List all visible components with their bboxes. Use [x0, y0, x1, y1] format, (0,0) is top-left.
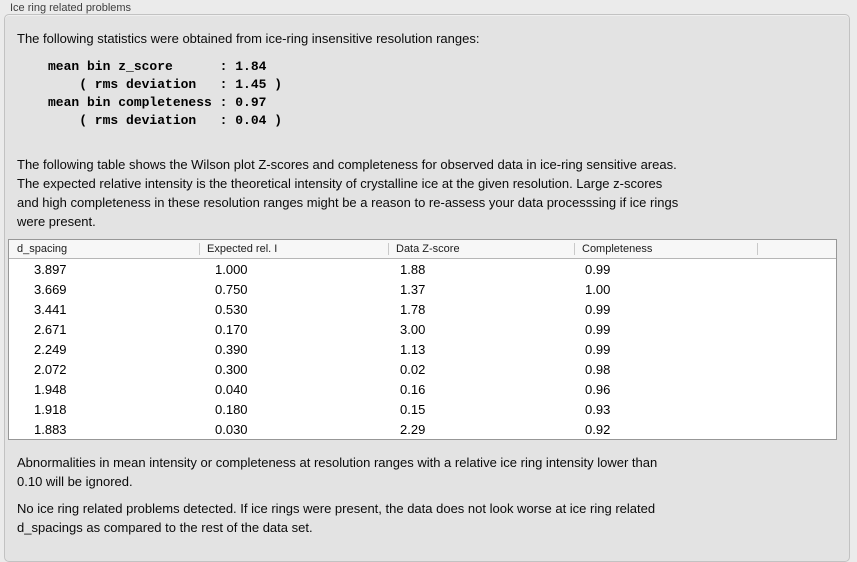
table-cell: 1.948: [34, 381, 67, 397]
table-cell: 0.92: [585, 421, 611, 437]
table-cell: 0.99: [585, 321, 611, 337]
table-cell: 1.00: [585, 281, 611, 297]
group-box-label: Ice ring related problems: [10, 2, 132, 14]
table-cell: 0.15: [400, 401, 426, 417]
intro-text: The following statistics were obtained f…: [17, 31, 480, 46]
table-cell: 1.37: [400, 281, 426, 297]
table-cell: 0.030: [215, 421, 248, 437]
table-cell: 3.669: [34, 281, 67, 297]
table-row[interactable]: 3.669 0.750 1.37 1.00: [9, 279, 836, 299]
table-cell: 0.99: [585, 261, 611, 277]
table-row[interactable]: 1.948 0.040 0.16 0.96: [9, 379, 836, 399]
table-cell: 0.180: [215, 401, 248, 417]
table-cell: 0.390: [215, 341, 248, 357]
table-cell: 0.530: [215, 301, 248, 317]
table-cell: 3.897: [34, 261, 67, 277]
table-cell: 2.072: [34, 361, 67, 377]
column-header-expected-rel-i[interactable]: Expected rel. I: [199, 240, 388, 258]
table-cell: 0.170: [215, 321, 248, 337]
table-cell: 3.00: [400, 321, 426, 337]
table-row[interactable]: 2.671 0.170 3.00 0.99: [9, 319, 836, 339]
table-row[interactable]: 1.918 0.180 0.15 0.93: [9, 399, 836, 419]
table-cell: 0.16: [400, 381, 426, 397]
table-cell: 0.98: [585, 361, 611, 377]
column-header-completeness[interactable]: Completeness: [574, 240, 757, 258]
table-cell: 2.249: [34, 341, 67, 357]
ice-ring-table: d_spacing Expected rel. I Data Z-score C…: [8, 239, 837, 440]
table-row[interactable]: 3.441 0.530 1.78 0.99: [9, 299, 836, 319]
table-cell: 1.000: [215, 261, 248, 277]
table-cell: 1.88: [400, 261, 426, 277]
table-cell: 2.671: [34, 321, 67, 337]
ice-ring-panel: The following statistics were obtained f…: [4, 14, 850, 562]
table-cell: 0.750: [215, 281, 248, 297]
table-cell: 2.29: [400, 421, 426, 437]
table-row[interactable]: 2.249 0.390 1.13 0.99: [9, 339, 836, 359]
table-row[interactable]: 2.072 0.300 0.02 0.98: [9, 359, 836, 379]
table-cell: 0.02: [400, 361, 426, 377]
ignore-note: Abnormalities in mean intensity or compl…: [17, 455, 658, 489]
table-cell: 0.300: [215, 361, 248, 377]
table-row[interactable]: 1.883 0.030 2.29 0.92: [9, 419, 836, 439]
table-cell: 1.13: [400, 341, 426, 357]
table-cell: 1.918: [34, 401, 67, 417]
stats-block: mean bin z_score : 1.84 ( rms deviation …: [48, 59, 283, 128]
column-header-d-spacing[interactable]: d_spacing: [17, 243, 68, 255]
table-row[interactable]: 3.897 1.000 1.88 0.99: [9, 259, 836, 279]
table-cell: 1.78: [400, 301, 426, 317]
table-cell: 0.99: [585, 341, 611, 357]
table-cell: 0.93: [585, 401, 611, 417]
table-cell: 1.883: [34, 421, 67, 437]
column-header-empty: [757, 240, 836, 258]
table-description: The following table shows the Wilson plo…: [17, 157, 679, 229]
table-cell: 0.99: [585, 301, 611, 317]
table-header-row: d_spacing Expected rel. I Data Z-score C…: [9, 240, 836, 259]
table-cell: 3.441: [34, 301, 67, 317]
table-cell: 0.040: [215, 381, 248, 397]
table-cell: 0.96: [585, 381, 611, 397]
column-header-data-z-score[interactable]: Data Z-score: [388, 240, 574, 258]
conclusion-text: No ice ring related problems detected. I…: [17, 501, 656, 535]
table-body: 3.897 1.000 1.88 0.99 3.669 0.750 1.37 1.00 3.44…: [9, 259, 836, 439]
